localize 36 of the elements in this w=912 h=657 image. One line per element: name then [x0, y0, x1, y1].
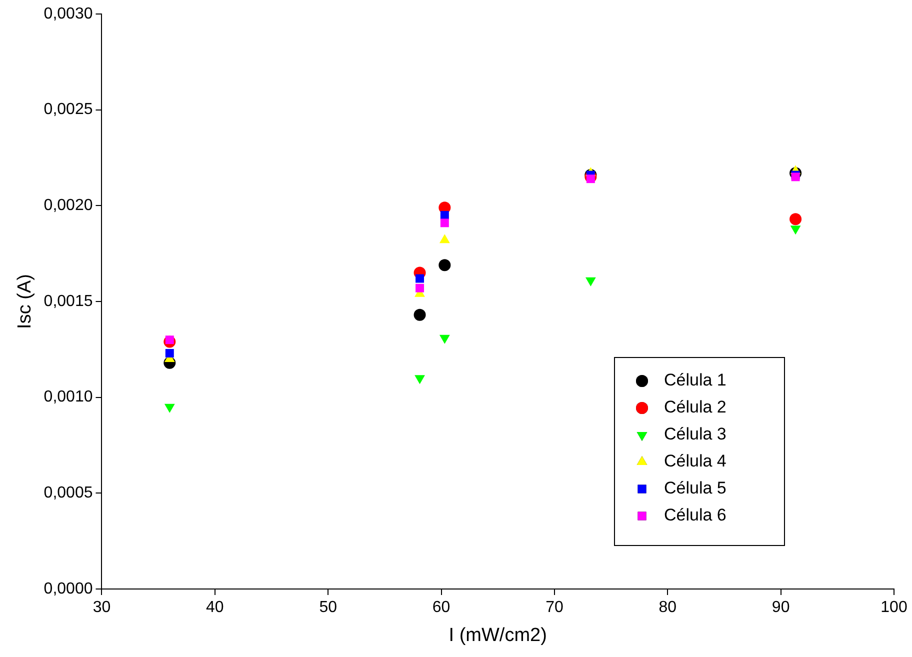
point [164, 404, 175, 413]
y-tick-label: 0,0020 [44, 197, 93, 214]
point [416, 284, 424, 292]
x-axis-title: I (mW/cm2) [448, 624, 547, 646]
point [414, 375, 425, 384]
point [165, 349, 174, 358]
y-axis-title: Isc (A) [14, 274, 36, 329]
x-tick-label: 60 [432, 599, 450, 616]
legend-label: Célula 6 [664, 506, 726, 525]
point [585, 277, 596, 286]
point [439, 234, 450, 244]
x-tick-label: 100 [880, 599, 908, 616]
point [416, 274, 424, 283]
legend-label: Célula 5 [664, 478, 726, 498]
x-tick-label: 40 [206, 599, 224, 616]
y-tick-label: 0,0005 [44, 484, 93, 502]
point [438, 259, 451, 272]
legend-label: Célula 1 [664, 370, 726, 390]
x-tick-label: 80 [658, 599, 677, 616]
point [586, 174, 595, 184]
point [440, 218, 449, 228]
y-tick-label: 0,0030 [44, 5, 93, 22]
point [790, 213, 802, 226]
y-tick-label: 0,0010 [44, 388, 93, 406]
x-tick-label: 70 [546, 599, 564, 616]
y-tick-label: 0,0015 [44, 292, 93, 310]
point [414, 308, 426, 321]
x-tick-label: 90 [772, 599, 790, 616]
y-tick-label: 0,0000 [44, 580, 93, 598]
legend-label: Célula 2 [664, 398, 726, 417]
legend-label: Célula 3 [664, 424, 726, 444]
y-tick-label: 0,0025 [44, 101, 93, 118]
x-tick-label: 30 [92, 599, 111, 616]
x-tick-label: 50 [319, 599, 338, 616]
point [439, 334, 450, 344]
legend-label: Célula 4 [664, 452, 726, 471]
